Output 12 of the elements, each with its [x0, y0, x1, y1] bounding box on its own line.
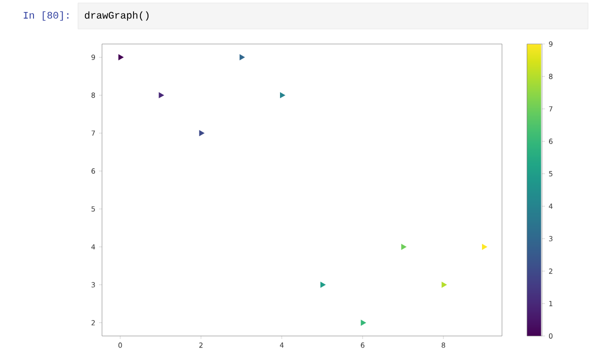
point — [401, 244, 407, 250]
text: In [80]: — [24, 11, 68, 21]
point — [482, 244, 488, 250]
point — [118, 54, 124, 60]
point — [320, 282, 326, 288]
point — [442, 282, 448, 288]
text: drawGraph() — [84, 11, 149, 21]
point — [158, 92, 164, 98]
point — [199, 130, 205, 136]
point — [360, 320, 366, 326]
point — [240, 54, 245, 60]
point — [280, 92, 286, 98]
